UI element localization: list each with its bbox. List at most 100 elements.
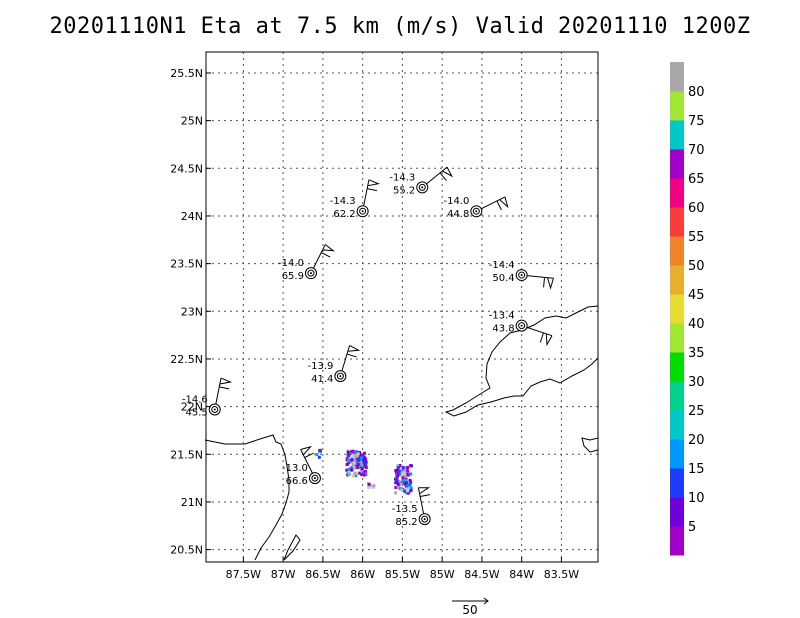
wind-shade-cell — [399, 466, 403, 470]
colorbar-segment — [670, 526, 684, 556]
wind-shade-cell — [396, 471, 400, 475]
wind-shade-cell — [364, 473, 368, 477]
wind-barb-tick — [543, 277, 546, 288]
colorbar-segment — [670, 410, 684, 440]
wind-shade-cell — [351, 449, 355, 453]
wind-shade-cell — [349, 468, 353, 472]
colorbar-segment — [670, 265, 684, 295]
colorbar-label: 80 — [688, 85, 705, 100]
wind-shade-cell — [369, 484, 373, 488]
lat-tick-label: 21N — [181, 496, 203, 509]
wind-shade-cell — [361, 453, 365, 457]
station-circle-inner — [211, 405, 219, 413]
wind-barb-flag — [418, 487, 431, 495]
station-temperature-label: -13.0 — [282, 463, 308, 474]
station-circle-inner — [311, 474, 319, 482]
wind-shade-cell — [353, 451, 357, 454]
wind-shade-cell — [409, 480, 413, 484]
wind-shade-cell — [401, 465, 405, 469]
station-dot — [520, 274, 523, 277]
wind-barb-tick — [321, 252, 331, 258]
wind-shade-cell — [346, 450, 350, 454]
colorbar-segment — [670, 381, 684, 411]
wind-shade-cell — [406, 469, 410, 473]
wind-shade-cell — [354, 455, 358, 458]
wind-barb-tick — [439, 172, 447, 181]
wind-shade-cell — [364, 464, 368, 468]
colorbar-label: 40 — [688, 317, 705, 332]
wind-shade-cell — [399, 482, 403, 486]
wind-shade-cell — [364, 460, 368, 464]
lon-tick-label: 87W — [271, 568, 296, 581]
station-speed-label: 62.2 — [333, 209, 355, 220]
colorbar-label: 30 — [688, 375, 705, 390]
wind-shade-cell — [315, 453, 319, 457]
wind-shade-cell — [402, 481, 405, 485]
station-plot: -13.9 41.4 — [308, 345, 361, 385]
wind-shade-cell — [397, 479, 401, 483]
wind-shade-cell — [363, 451, 366, 455]
station-circle-inner — [359, 207, 367, 215]
colorbar-label: 50 — [688, 259, 705, 274]
station-speed-label: 65.9 — [282, 271, 304, 282]
lat-tick-label: 20.5N — [170, 544, 203, 557]
wind-shade-cell — [403, 472, 406, 476]
station-plot: -14.4 50.4 — [489, 260, 554, 290]
colorbar-label: 75 — [688, 114, 705, 129]
isla-de-la-juventud — [581, 437, 599, 453]
colorbar-label: 20 — [688, 433, 705, 448]
wind-shade-cell — [364, 462, 368, 466]
wind-shade-cell — [367, 482, 371, 486]
wind-barb-flag — [300, 445, 312, 456]
wind-barb-flag — [219, 377, 233, 385]
lat-tick-label: 23.5N — [170, 258, 203, 271]
wind-barb-tick — [539, 332, 544, 343]
station-temperature-label: -14.0 — [278, 258, 304, 269]
wind-shade-cell — [400, 472, 404, 476]
station-plot: -14.3 55.2 — [389, 166, 454, 196]
station-dot — [421, 186, 424, 189]
station-speed-label: 45.5 — [185, 407, 207, 418]
wind-shade-cell — [345, 468, 349, 472]
station-speed-label: 50.4 — [492, 273, 514, 284]
wind-shade-cell — [409, 464, 413, 468]
wind-shade-cell — [346, 454, 350, 458]
station-dot — [313, 477, 316, 480]
wind-shade-cell — [397, 468, 401, 472]
station-dot — [423, 518, 426, 521]
wind-shade-cell — [406, 489, 409, 493]
wind-shade-cell — [396, 474, 400, 478]
station-plot: -14.0 65.9 — [278, 244, 335, 282]
wind-shade-cell — [407, 482, 411, 486]
wind-shade-cell — [355, 457, 359, 461]
colorbar-label: 65 — [688, 172, 705, 187]
wind-shade-cell — [403, 470, 407, 473]
wind-shade-cell — [408, 478, 412, 482]
wind-shade-cell — [409, 489, 413, 492]
wind-shade-cell — [401, 471, 405, 474]
colorbar: 5 10 15 20 25 30 35 40 45 50 55 60 65 70 75 80 — [670, 62, 705, 556]
wind-shade-cell — [359, 462, 363, 466]
grid-lines — [206, 52, 598, 562]
lon-tick-label: 86W — [350, 568, 375, 581]
wind-shade-cell — [350, 458, 354, 462]
station-plot: -13.5 85.2 — [392, 487, 431, 528]
wind-shade-cell — [318, 449, 322, 453]
colorbar-segment — [670, 497, 684, 527]
wind-shade-cell — [396, 486, 400, 490]
colorbar-segment — [670, 207, 684, 237]
station-temperature-label: -14.0 — [443, 196, 469, 207]
wind-shade-cell — [347, 458, 351, 462]
wind-shade-cell — [354, 474, 358, 478]
wind-shade-cell — [349, 466, 353, 470]
map-title: 20201110N1 Eta at 7.5 km (m/s) Valid 202… — [49, 14, 751, 39]
station-temperature-label: -13.5 — [392, 504, 418, 515]
wind-shade-cell — [353, 466, 357, 470]
wind-shade-cell — [396, 464, 400, 468]
wind-shade-cell — [360, 469, 363, 473]
wind-shade-cell — [353, 461, 357, 465]
wind-barb-flag — [367, 179, 381, 187]
station-temperature-label: -14.6 — [182, 394, 208, 405]
wind-shade-cell — [354, 463, 358, 467]
wind-barb-tick — [420, 494, 431, 498]
